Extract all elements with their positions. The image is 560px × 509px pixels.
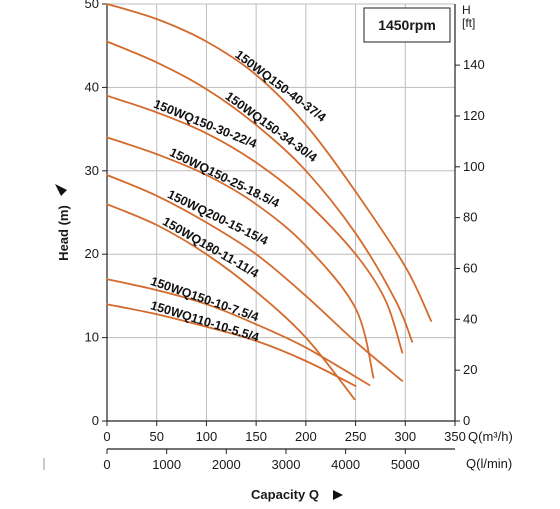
x-unit-label: Q(m³/h)	[468, 429, 513, 444]
series-curve	[106, 94, 404, 354]
series-curve	[106, 174, 404, 382]
series-curve	[106, 278, 371, 386]
y-axis-title: Head (m)	[56, 205, 71, 261]
y-tick-label: 0	[92, 413, 99, 428]
y2-tick-label: 60	[463, 260, 477, 275]
x-tick-label: 200	[295, 429, 317, 444]
series-curve	[106, 303, 357, 387]
y2-tick-label: 80	[463, 210, 477, 225]
x-tick-label: 50	[149, 429, 163, 444]
y-axis-title-group: Head (m)	[55, 184, 71, 261]
x-tick-label: 100	[196, 429, 218, 444]
speed-box: 1450rpm	[363, 7, 451, 43]
x2-tick-label: 1000	[152, 457, 181, 472]
x-axis-title-group: Capacity Q	[251, 487, 343, 502]
x-tick-label: 350	[444, 429, 466, 444]
y-tick-label: 30	[85, 163, 99, 178]
x-axis-arrow-icon	[333, 490, 343, 500]
y2-tick-label: 20	[463, 362, 477, 377]
y2-tick-label: 0	[463, 413, 470, 428]
y-tick-label: 50	[85, 0, 99, 11]
x-axis-title: Capacity Q	[251, 487, 319, 502]
x2-tick-label: 3000	[272, 457, 301, 472]
y2-tick-label: 40	[463, 311, 477, 326]
right-axis-unit: [ft]	[462, 16, 475, 30]
series-curve	[106, 3, 432, 322]
y-tick-label: 10	[85, 330, 99, 345]
y2-tick-label: 100	[463, 159, 485, 174]
x-tick-label: 300	[394, 429, 416, 444]
x2-tick-label: 2000	[212, 457, 241, 472]
x-tick-label: 150	[245, 429, 267, 444]
y-tick-label: 20	[85, 246, 99, 261]
speed-label: 1450rpm	[378, 17, 436, 33]
axes: 0 10 20 30 40 50 0 20 40 60 80 100 120 140 0 50 100 150 20…	[85, 0, 485, 472]
curve-labels: 150WQ150-40-37/4150WQ150-34-30/4150WQ150…	[149, 47, 329, 344]
y-tick-label: 40	[85, 79, 99, 94]
x2-tick-label: 0	[103, 457, 110, 472]
x2-unit-label: Q(l/min)	[466, 456, 512, 471]
x-tick-label: 0	[103, 429, 110, 444]
y2-tick-label: 120	[463, 108, 485, 123]
y2-tick-label: 140	[463, 57, 485, 72]
series-curve	[106, 203, 356, 401]
series-curve	[106, 40, 414, 343]
grid-lines	[106, 3, 456, 422]
y-axis-arrow-icon	[55, 184, 67, 196]
x-tick-label: 250	[345, 429, 367, 444]
x2-tick-label: 5000	[391, 457, 420, 472]
x2-tick-label: 4000	[331, 457, 360, 472]
right-axis-title: H	[462, 3, 471, 17]
series-curve	[106, 136, 375, 379]
series-curves	[106, 3, 432, 401]
